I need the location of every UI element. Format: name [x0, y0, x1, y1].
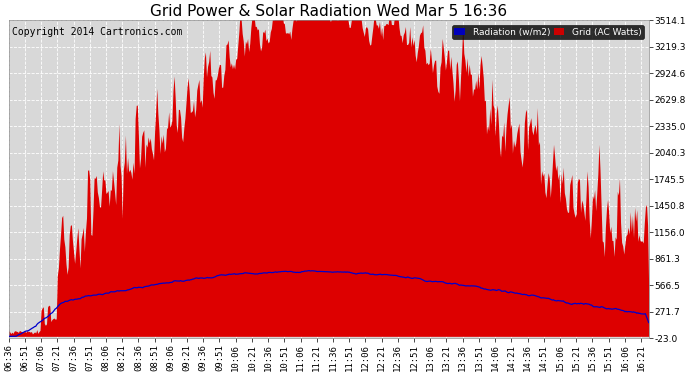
Title: Grid Power & Solar Radiation Wed Mar 5 16:36: Grid Power & Solar Radiation Wed Mar 5 1… [150, 4, 507, 19]
Text: Copyright 2014 Cartronics.com: Copyright 2014 Cartronics.com [12, 27, 182, 37]
Legend: Radiation (w/m2), Grid (AC Watts): Radiation (w/m2), Grid (AC Watts) [452, 25, 644, 39]
